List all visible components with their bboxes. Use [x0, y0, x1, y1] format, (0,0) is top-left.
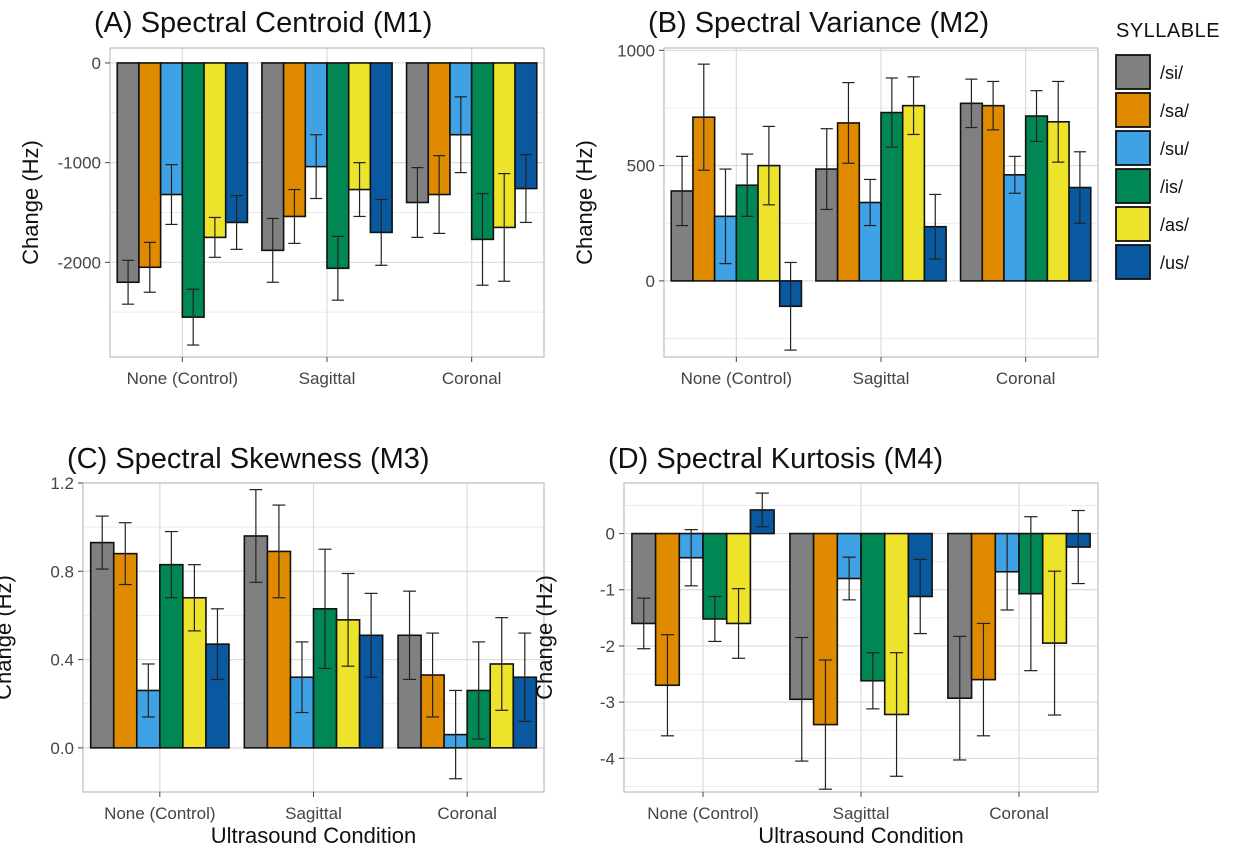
y-tick-label: 500	[627, 157, 655, 176]
panel-title: (C) Spectral Skewness (M3)	[67, 443, 430, 475]
x-tick-label: Coronal	[442, 369, 502, 388]
bar-si-2	[959, 102, 984, 282]
bar-si-0	[116, 62, 140, 284]
y-tick-label: -2	[600, 637, 615, 656]
legend: SYLLABLE/si/ /sa/ /su/ /is/ /as/ /us/	[1115, 20, 1220, 280]
chart-panel-1: 0 500 1000 None (Control) Sagittal Coronal (B)…	[572, 7, 1099, 388]
x-tick-label: Sagittal	[299, 369, 356, 388]
bar-si-0	[89, 541, 115, 749]
panel-title: (D) Spectral Kurtosis (M4)	[608, 443, 943, 475]
x-tick-label: None (Control)	[104, 804, 216, 823]
y-axis-label: Change (Hz)	[18, 140, 43, 265]
x-tick-label: Coronal	[989, 804, 1049, 823]
x-tick-label: Sagittal	[285, 804, 342, 823]
y-tick-label: -3	[600, 693, 615, 712]
legend-label: /sa/	[1160, 101, 1189, 121]
legend-swatch-si	[1115, 54, 1151, 90]
y-tick-label: 1.2	[50, 474, 74, 493]
bar-sa-2	[981, 104, 1005, 282]
bar-as-0	[203, 62, 227, 239]
x-tick-label: None (Control)	[681, 369, 793, 388]
x-tick-label: Coronal	[996, 369, 1056, 388]
legend-swatch-su	[1115, 130, 1151, 166]
y-tick-label: -2000	[58, 253, 101, 272]
y-axis-label: Change (Hz)	[572, 140, 597, 265]
x-axis-label: Ultrasound Condition	[211, 823, 416, 848]
y-axis-label: Change (Hz)	[532, 575, 557, 700]
y-tick-label: 1000	[617, 41, 655, 60]
y-tick-label: 0.8	[50, 562, 74, 581]
legend-swatch-us	[1115, 244, 1151, 280]
y-axis-label: Change (Hz)	[0, 575, 16, 700]
legend-swatch-is	[1115, 168, 1151, 204]
panel-title: (A) Spectral Centroid (M1)	[94, 7, 432, 39]
legend-label: /su/	[1160, 139, 1189, 159]
x-tick-label: Sagittal	[833, 804, 890, 823]
x-axis-label: Ultrasound Condition	[758, 823, 963, 848]
y-tick-label: 0	[606, 525, 615, 544]
x-tick-label: None (Control)	[127, 369, 239, 388]
bar-sa-0	[138, 62, 162, 269]
y-tick-label: -4	[600, 749, 615, 768]
x-tick-label: Sagittal	[853, 369, 910, 388]
chart-panel-0: 0 -1000 -2000 None (Control) Sagittal Coronal…	[18, 7, 545, 388]
chart-panel-2: 0.0 0.4 0.8 1.2 None (Control) Sagittal Corona…	[0, 443, 545, 848]
x-tick-label: None (Control)	[647, 804, 759, 823]
bar-is-0	[181, 62, 205, 318]
legend-label: /us/	[1160, 253, 1189, 273]
legend-title: SYLLABLE	[1116, 20, 1220, 42]
y-tick-label: -1	[600, 581, 615, 600]
legend-swatch-as	[1115, 206, 1151, 242]
legend-label: /is/	[1160, 177, 1183, 197]
legend-label: /as/	[1160, 215, 1189, 235]
y-tick-label: 0.0	[50, 739, 74, 758]
y-tick-label: 0	[646, 272, 655, 291]
chart-panel-3: 0 -1 -2 -3 -4 None (Control) Sagittal Coronal (D…	[532, 443, 1099, 848]
legend-label: /si/	[1160, 63, 1183, 83]
y-tick-label: 0	[92, 54, 101, 73]
y-tick-label: 0.4	[50, 651, 74, 670]
legend-swatch-sa	[1115, 92, 1151, 128]
panel-title: (B) Spectral Variance (M2)	[648, 7, 989, 39]
y-tick-label: -1000	[58, 154, 101, 173]
x-tick-label: Coronal	[437, 804, 497, 823]
